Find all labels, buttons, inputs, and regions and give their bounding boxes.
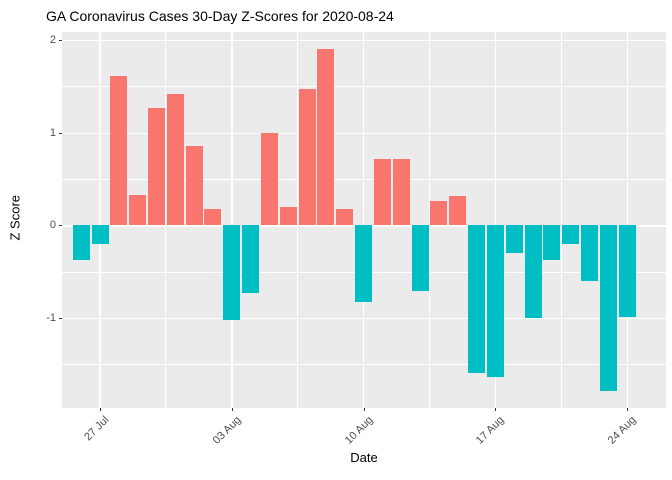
y-tick-mark	[59, 225, 62, 227]
minor-gridline-v	[297, 32, 298, 408]
bar	[279, 206, 297, 226]
x-tick-mark	[363, 408, 365, 411]
bar	[505, 225, 523, 254]
x-tick-label: 17 Aug	[474, 414, 507, 447]
y-tick-mark	[59, 317, 62, 319]
chart-title: GA Coronavirus Cases 30-Day Z-Scores for…	[46, 8, 394, 24]
bar	[91, 225, 109, 244]
bar	[468, 225, 486, 374]
x-tick-label: 03 Aug	[210, 414, 244, 447]
bar	[618, 225, 636, 317]
minor-gridline-v	[165, 32, 166, 408]
bar	[581, 225, 599, 281]
y-axis-title: Z Score	[7, 194, 23, 241]
bar	[298, 89, 316, 226]
bar	[204, 208, 222, 226]
major-gridline-v	[99, 32, 101, 408]
major-gridline-v	[626, 32, 628, 408]
major-gridline-v	[231, 32, 233, 408]
bar	[242, 225, 260, 293]
bar	[524, 225, 542, 318]
y-tick-label: 1	[49, 126, 56, 139]
bar	[166, 93, 184, 226]
bar	[411, 225, 429, 292]
plot-panel	[62, 32, 666, 408]
x-axis-title: Date	[350, 450, 378, 465]
bar	[373, 158, 391, 226]
bar	[355, 225, 373, 303]
bar	[449, 195, 467, 226]
major-gridline-v	[494, 32, 497, 408]
bar	[260, 132, 278, 226]
bar	[147, 107, 165, 226]
bar	[72, 225, 90, 260]
x-tick-label: 27 Jul	[82, 414, 112, 444]
bar	[430, 201, 448, 226]
bar	[336, 208, 354, 226]
bar	[486, 225, 504, 378]
y-tick-mark	[59, 132, 62, 134]
minor-gridline-v	[428, 32, 430, 408]
x-tick-mark	[495, 408, 497, 411]
y-tick-label: -1	[46, 311, 56, 324]
bar	[392, 158, 410, 226]
x-tick-label: 24 Aug	[606, 414, 639, 447]
y-tick-mark	[59, 40, 62, 42]
bar	[562, 225, 580, 244]
y-tick-label: 2	[49, 34, 56, 47]
bar	[599, 225, 617, 392]
bar	[185, 145, 203, 226]
y-tick-label: 0	[49, 219, 56, 232]
bar	[223, 225, 241, 320]
bar	[110, 76, 128, 226]
minor-gridline-v	[560, 32, 562, 408]
major-gridline-v	[362, 32, 365, 408]
x-tick-mark	[100, 408, 101, 411]
x-tick-mark	[627, 408, 629, 411]
x-tick-mark	[231, 408, 233, 411]
bar	[129, 194, 147, 226]
bar	[543, 225, 561, 260]
bar	[317, 49, 335, 226]
